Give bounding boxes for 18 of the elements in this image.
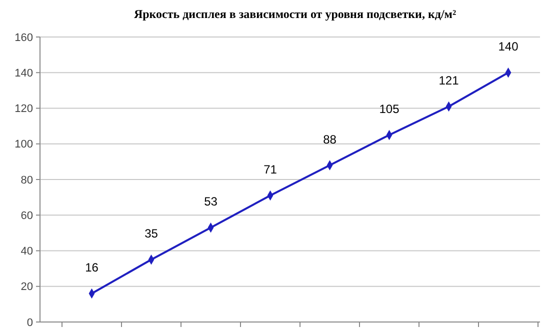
y-tick-label: 120 <box>14 103 33 116</box>
data-label: 71 <box>264 162 278 177</box>
chart-title: Яркость дисплея в зависимости от уровня подсветки, кд/м² <box>134 7 456 21</box>
y-tick-label: 140 <box>14 67 33 80</box>
y-tick-label: 80 <box>20 174 33 186</box>
y-tick-label: 60 <box>20 210 33 222</box>
data-label: 140 <box>498 40 519 54</box>
data-label: 16 <box>85 260 99 274</box>
y-tick-label: 40 <box>20 246 33 258</box>
data-label: 88 <box>323 132 337 146</box>
y-tick-label: 20 <box>20 281 33 294</box>
data-label: 105 <box>379 102 400 116</box>
data-label: 35 <box>144 226 158 241</box>
y-tick-label: 160 <box>14 32 33 44</box>
data-label: 121 <box>438 73 460 88</box>
y-tick-label: 100 <box>14 138 33 151</box>
y-tick-label: 0 <box>26 316 33 329</box>
data-label: 53 <box>204 194 218 209</box>
